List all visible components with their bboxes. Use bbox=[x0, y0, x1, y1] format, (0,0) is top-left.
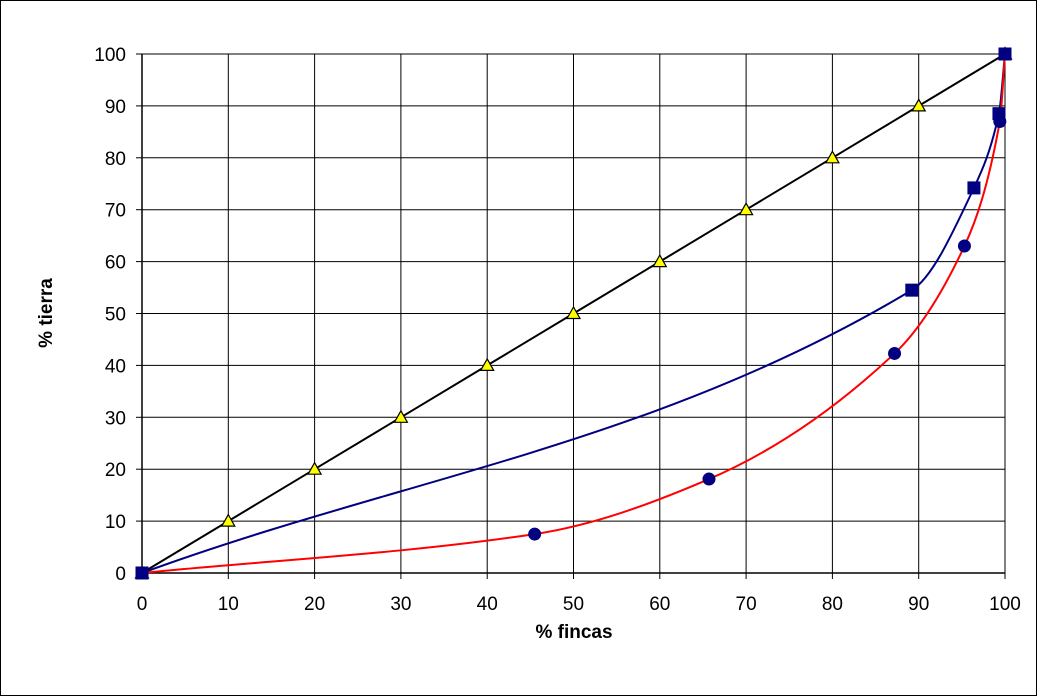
x-tick-label: 40 bbox=[477, 594, 498, 615]
x-tick-label: 20 bbox=[304, 594, 325, 615]
x-tick-label: 100 bbox=[989, 594, 1021, 615]
x-tick-label: 70 bbox=[736, 594, 757, 615]
series-3-line bbox=[141, 53, 1006, 574]
series-1-point bbox=[824, 150, 840, 164]
series-3-point bbox=[993, 114, 1007, 128]
y-tick-label: 90 bbox=[105, 97, 126, 118]
series-3-point bbox=[702, 472, 716, 486]
markers bbox=[134, 46, 1013, 580]
series-1-point bbox=[220, 513, 236, 527]
axes bbox=[136, 53, 1006, 579]
y-tick-label: 50 bbox=[105, 305, 126, 326]
series-1-point bbox=[479, 357, 495, 371]
series-1-point bbox=[738, 201, 754, 216]
series-2-point bbox=[967, 181, 981, 195]
x-tick-label: 90 bbox=[908, 594, 929, 615]
y-tick-label: 40 bbox=[105, 356, 126, 377]
x-tick-label: 10 bbox=[218, 594, 239, 615]
y-tick-label: 10 bbox=[105, 512, 126, 533]
tick-labels: 0 10 20 30 40 50 60 70 80 90 100 0 10 20 30 40 50 60 70 80 9… bbox=[94, 45, 1021, 615]
x-tick-label: 80 bbox=[822, 594, 843, 615]
x-tick-label: 30 bbox=[390, 594, 411, 615]
series-1-point bbox=[911, 98, 927, 112]
series-1-point bbox=[307, 461, 323, 475]
x-tick-label: 60 bbox=[649, 594, 670, 615]
y-tick-label: 20 bbox=[105, 460, 126, 481]
series-1-point bbox=[652, 253, 668, 268]
series-3-point bbox=[957, 239, 971, 253]
y-tick-label: 60 bbox=[105, 253, 126, 274]
series-3-point bbox=[135, 566, 149, 580]
y-tick-label: 0 bbox=[115, 564, 126, 585]
y-tick-label: 30 bbox=[105, 408, 126, 429]
series-3-point bbox=[998, 47, 1012, 61]
series-3-point bbox=[888, 346, 902, 360]
y-tick-label: 70 bbox=[105, 201, 126, 222]
y-axis-title: % tierra bbox=[36, 278, 57, 348]
series-1-point bbox=[393, 409, 409, 423]
series-1-point bbox=[565, 305, 582, 320]
series-3-point bbox=[528, 527, 542, 541]
y-tick-label: 100 bbox=[94, 45, 126, 66]
x-axis-title: % fincas bbox=[535, 622, 612, 643]
x-tick-label: 0 bbox=[137, 594, 148, 615]
series-2-point bbox=[905, 283, 919, 297]
y-tick-label: 80 bbox=[105, 149, 126, 170]
x-tick-label: 50 bbox=[563, 594, 584, 615]
